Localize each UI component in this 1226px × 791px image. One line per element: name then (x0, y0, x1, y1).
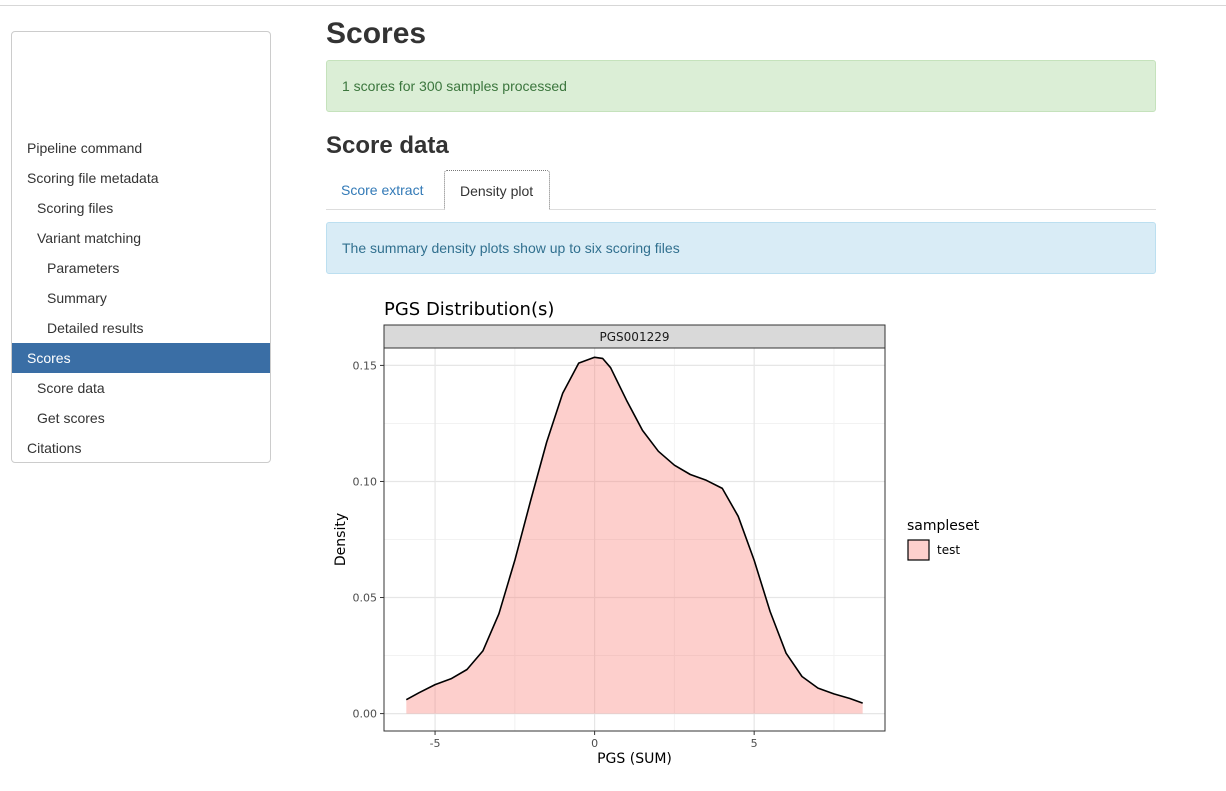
y-tick-label: 0.00 (353, 708, 378, 721)
sidebar-item-pipeline-command[interactable]: Pipeline command (27, 140, 143, 156)
success-alert: 1 scores for 300 samples processed (326, 60, 1156, 112)
plot-panel-border (383, 347, 886, 732)
sidebar-item-scoring-file-metadata[interactable]: Scoring file metadata (27, 170, 159, 186)
sidebar-item-get-scores[interactable]: Get scores (37, 410, 105, 426)
y-tick-label: 0.05 (353, 592, 378, 605)
tab-bar-divider (326, 209, 1156, 210)
page-title: Scores (326, 17, 427, 50)
tab-score-extract[interactable]: Score extract (341, 182, 424, 198)
legend-swatch-test (907, 539, 930, 561)
chart-title: PGS Distribution(s) (384, 299, 554, 320)
tab-density-plot[interactable]: Density plot (444, 170, 550, 210)
table-of-contents: Pipeline command Scoring file metadata Sco… (11, 31, 271, 463)
facet-label: PGS001229 (600, 330, 670, 344)
x-tick-label: 5 (751, 737, 758, 750)
density-area-test (406, 357, 863, 714)
x-axis-title: PGS (SUM) (597, 751, 672, 767)
y-tick-label: 0.15 (353, 359, 378, 372)
y-tick-label: 0.10 (353, 475, 378, 488)
section-title: Score data (326, 132, 449, 159)
x-tick-label: -5 (430, 737, 441, 750)
sidebar-item-scores[interactable]: Scores (12, 343, 270, 373)
info-alert: The summary density plots show up to six… (326, 222, 1156, 274)
sidebar-item-parameters[interactable]: Parameters (47, 260, 120, 276)
sidebar-item-score-data[interactable]: Score data (37, 380, 105, 396)
window-top-border (0, 5, 1226, 6)
density-curve-test (405, 356, 863, 704)
sidebar-item-scoring-files[interactable]: Scoring files (37, 200, 114, 216)
y-axis-title: Density (333, 513, 349, 566)
legend-label: test (937, 543, 960, 557)
sidebar-item-summary[interactable]: Summary (47, 290, 107, 306)
x-tick-label: 0 (591, 737, 598, 750)
density-plot-chart: PGS Distribution(s) PGS001229 -5 0 5 0.00 0.05… (333, 299, 980, 767)
legend-title: sampleset (907, 518, 980, 534)
sidebar-item-variant-matching[interactable]: Variant matching (37, 230, 142, 246)
sidebar-item-detailed-results[interactable]: Detailed results (47, 320, 144, 336)
sidebar-item-citations[interactable]: Citations (27, 440, 82, 456)
